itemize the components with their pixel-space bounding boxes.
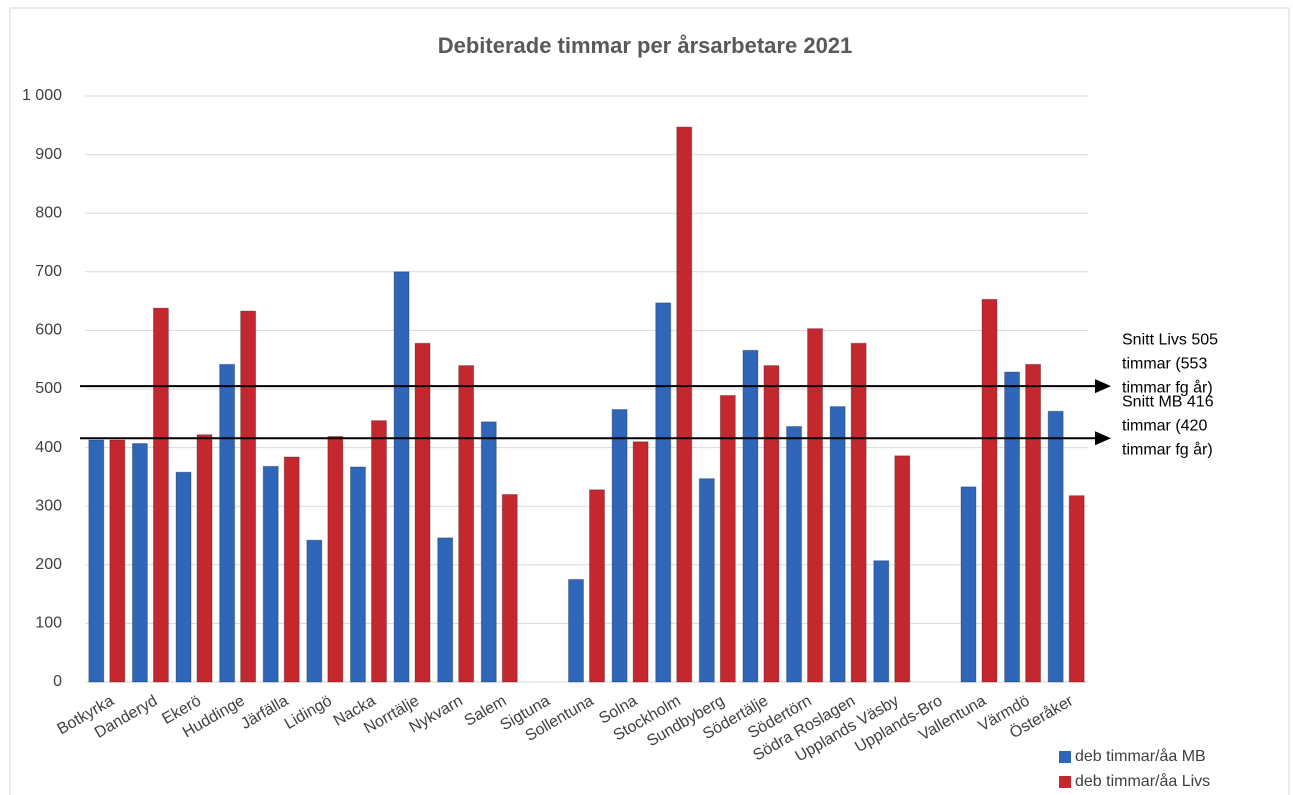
bar — [676, 126, 693, 683]
bar — [1004, 371, 1021, 683]
chart-title: Debiterade timmar per årsarbetare 2021 — [438, 33, 853, 58]
legend-label: deb timmar/åa MB — [1075, 747, 1206, 765]
bar — [960, 486, 977, 683]
bar — [349, 466, 366, 683]
legend-label: deb timmar/åa Livs — [1075, 772, 1210, 790]
bar — [370, 420, 387, 683]
bar — [719, 394, 736, 683]
bar — [480, 421, 497, 683]
bar — [894, 455, 911, 683]
bar — [850, 342, 867, 683]
bar — [873, 560, 890, 683]
bar — [219, 363, 236, 683]
y-tick-label: 600 — [35, 322, 62, 339]
bar — [611, 409, 628, 683]
annotation-text: timmar fg år) — [1122, 378, 1213, 396]
y-tick-label: 100 — [35, 615, 62, 632]
legend-swatch — [1059, 776, 1071, 788]
bar — [763, 365, 780, 683]
y-tick-label: 1 000 — [22, 87, 62, 104]
y-tick-label: 200 — [35, 556, 62, 573]
bar — [458, 365, 475, 683]
bar — [655, 302, 672, 683]
bar — [632, 441, 649, 683]
bar — [1025, 363, 1042, 683]
bar — [742, 349, 759, 683]
bar — [414, 342, 431, 683]
y-tick-label: 500 — [35, 380, 62, 397]
bar — [501, 493, 518, 683]
bar — [568, 578, 584, 683]
bar — [437, 537, 454, 683]
bar — [109, 439, 126, 683]
bar — [393, 271, 410, 683]
bar — [306, 539, 323, 683]
annotation-text: timmar fg år) — [1122, 440, 1213, 458]
annotation-text: timmar (420 — [1122, 417, 1207, 434]
bar — [1068, 495, 1085, 683]
bar — [981, 298, 998, 683]
legend-swatch — [1059, 751, 1071, 763]
bar — [807, 328, 824, 683]
bar — [175, 471, 192, 683]
bar — [131, 442, 148, 683]
bar — [240, 310, 257, 683]
arrow-head — [1095, 379, 1111, 394]
bar — [698, 478, 715, 683]
y-tick-label: 900 — [35, 146, 62, 163]
bar — [152, 307, 169, 683]
annotation-text: timmar (553 — [1122, 355, 1207, 372]
bar — [196, 434, 213, 683]
annotation-text: Snitt Livs 505 — [1122, 331, 1218, 348]
y-tick-label: 700 — [35, 263, 62, 280]
bar — [786, 426, 803, 683]
y-tick-label: 0 — [53, 673, 62, 690]
annotation-text: Snitt MB 416 — [1122, 393, 1214, 410]
y-tick-label: 800 — [35, 204, 62, 221]
bar — [589, 489, 605, 683]
bar — [327, 435, 344, 683]
bar — [262, 465, 279, 683]
bar — [88, 439, 105, 683]
bar — [829, 406, 846, 683]
y-tick-label: 300 — [35, 497, 62, 514]
arrow-head — [1095, 431, 1111, 446]
bar — [1047, 410, 1064, 683]
bar — [283, 456, 300, 683]
y-tick-label: 400 — [35, 439, 62, 456]
